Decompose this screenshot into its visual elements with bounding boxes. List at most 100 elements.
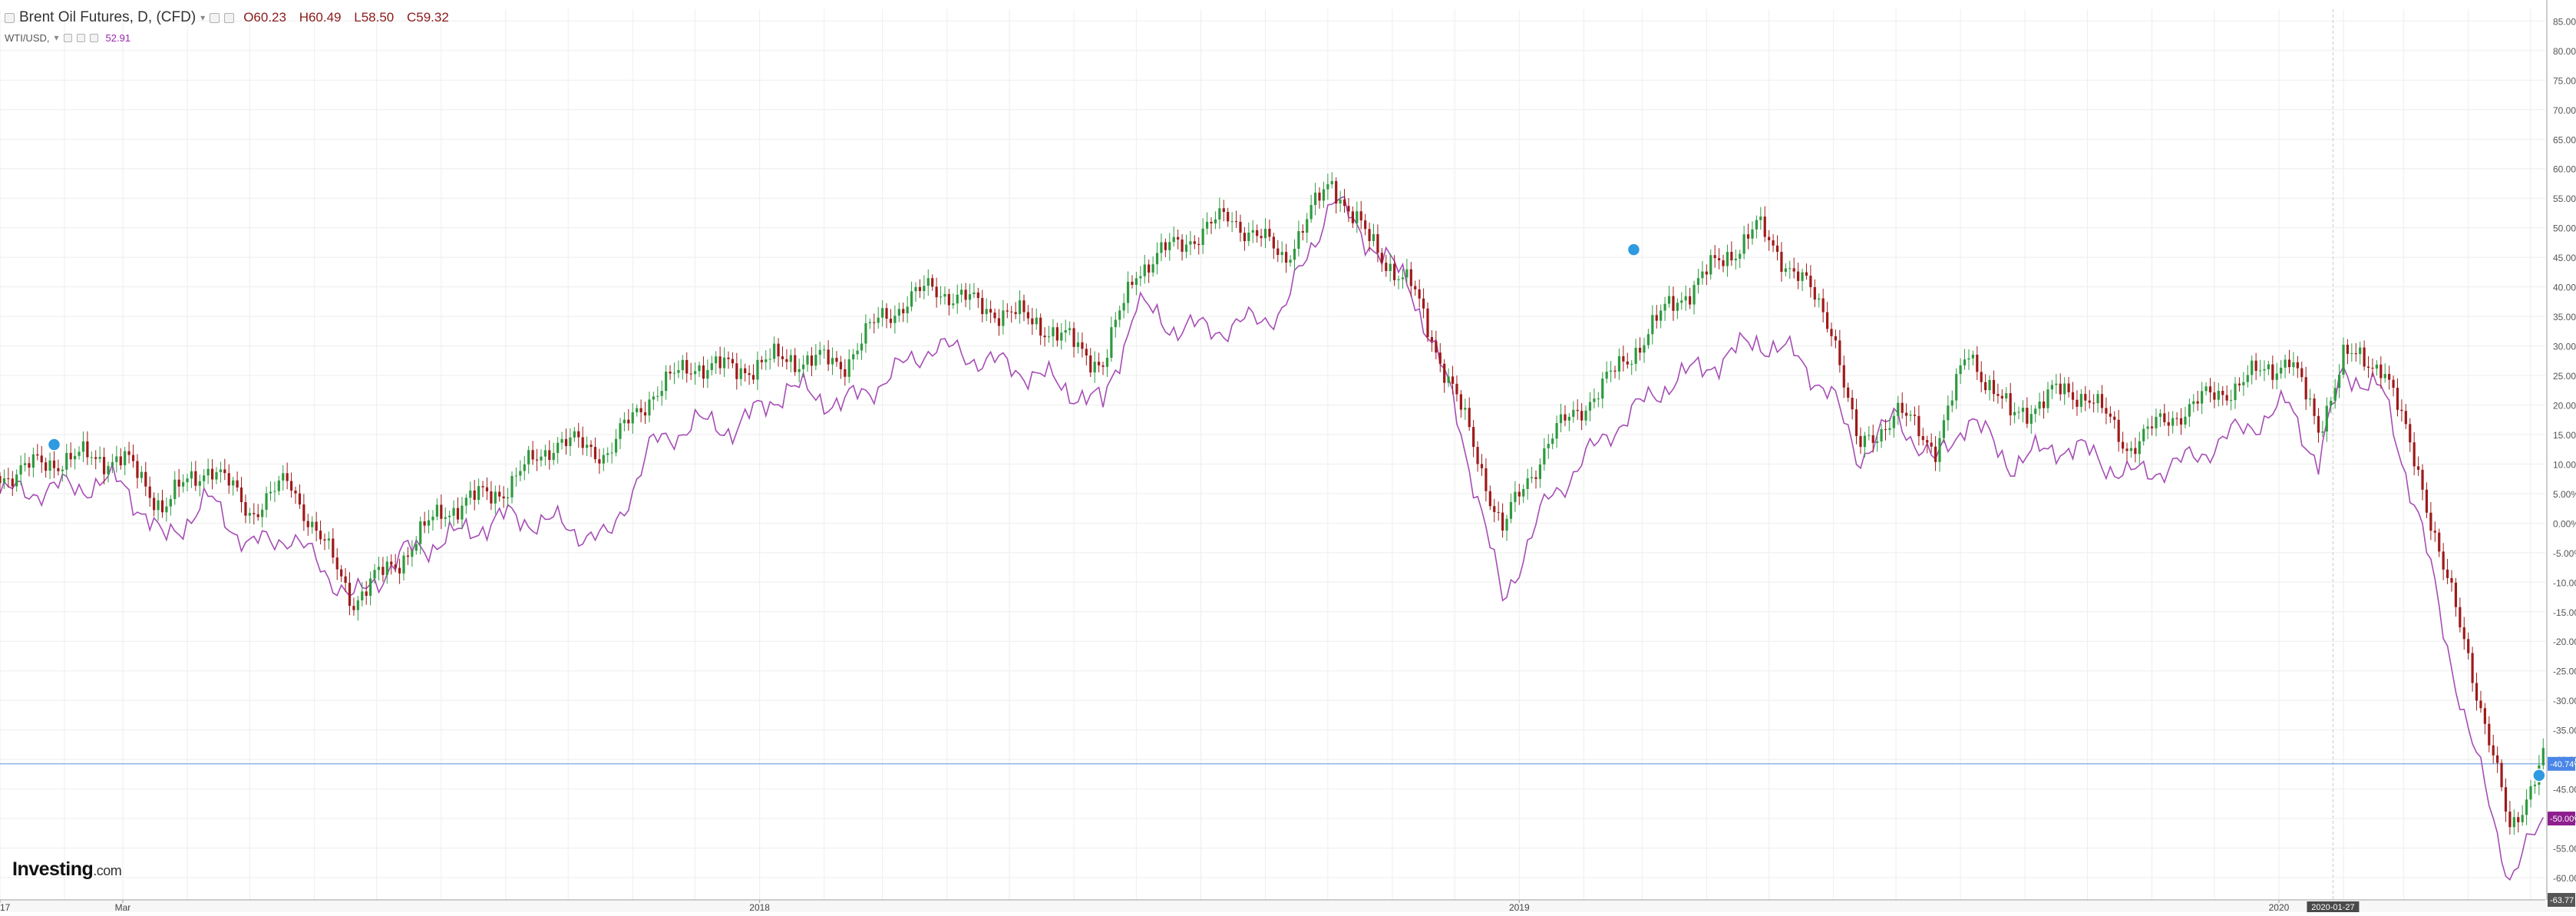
brent-candle <box>240 488 243 502</box>
dividend-marker-icon[interactable] <box>2533 769 2545 782</box>
brent-candle <box>132 455 134 461</box>
brent-candle <box>1589 402 1591 411</box>
brent-candle <box>1772 240 1774 246</box>
brent-candle <box>86 441 88 458</box>
close-icon[interactable] <box>90 34 98 42</box>
brent-candle <box>661 391 663 396</box>
brent-candle <box>261 510 263 518</box>
brent-candle <box>2039 402 2041 408</box>
dividend-marker-icon[interactable] <box>1627 243 1640 256</box>
brent-candle <box>2492 746 2495 756</box>
compare-symbol: WTI/USD, <box>5 32 50 44</box>
brent-candle <box>1206 222 1208 229</box>
brent-candle <box>1835 336 1837 341</box>
brent-candle <box>1672 296 1674 311</box>
brent-candle <box>1314 193 1316 205</box>
brent-candle <box>228 473 230 485</box>
brent-candle <box>560 439 563 443</box>
brent-candle <box>165 507 167 513</box>
brent-candle <box>773 344 775 359</box>
brent-candle <box>2001 396 2003 398</box>
brent-candle <box>2118 420 2120 442</box>
brent-candle <box>1714 255 1716 258</box>
brent-candle <box>2155 417 2157 428</box>
brent-candle <box>424 521 426 526</box>
brent-candle <box>2005 393 2007 398</box>
brent-candle <box>1027 312 1029 319</box>
brent-candle <box>1247 233 1250 241</box>
brand-name: Investing <box>12 858 93 880</box>
brent-candle <box>1943 420 1945 438</box>
brent-candle <box>57 468 59 471</box>
brent-candle <box>1031 319 1033 325</box>
collapse-legend-button[interactable] <box>5 13 15 23</box>
brent-candle <box>236 481 238 488</box>
brent-candle <box>2055 384 2057 385</box>
brent-candle <box>727 358 729 359</box>
eye-icon[interactable] <box>64 34 72 42</box>
brent-candle <box>41 455 43 462</box>
brent-candle <box>1901 403 1904 413</box>
brent-candle <box>603 455 605 464</box>
brent-candle <box>1647 334 1650 345</box>
chevron-down-icon[interactable]: ▾ <box>54 32 59 43</box>
brent-candle <box>2379 365 2382 379</box>
brent-candle <box>457 508 459 520</box>
brent-candle <box>2234 384 2236 400</box>
brent-candle <box>2434 531 2436 532</box>
brent-candle <box>1917 416 1920 436</box>
y-tick-label: 15.00% <box>2553 430 2576 441</box>
brent-candle <box>1168 242 1171 250</box>
brent-candle <box>931 278 933 286</box>
brent-candle <box>1938 438 1940 462</box>
brent-candle <box>3 478 5 483</box>
brent-candle <box>1443 364 1445 383</box>
close-icon[interactable] <box>224 13 234 23</box>
brent-candle <box>1231 221 1234 222</box>
brent-candle <box>744 369 746 373</box>
brent-candle <box>2384 374 2386 378</box>
brent-candle <box>1065 330 1067 332</box>
brent-candle <box>1356 211 1358 223</box>
brent-candle <box>2034 408 2036 414</box>
brent-candle <box>1455 384 1458 395</box>
brent-candle <box>1568 417 1570 421</box>
brent-candle <box>153 498 155 510</box>
brent-candle <box>1439 352 1442 364</box>
brent-candle <box>2130 448 2132 451</box>
brent-candle <box>1081 342 1083 349</box>
brent-candle <box>2426 490 2428 513</box>
brent-candle <box>2221 391 2224 395</box>
brent-candle <box>452 508 454 516</box>
brent-candle <box>1518 492 1521 497</box>
brent-candle <box>1335 181 1337 203</box>
settings-icon[interactable] <box>77 34 85 42</box>
brent-candle <box>1101 365 1104 367</box>
settings-icon[interactable] <box>210 13 220 23</box>
brent-candle <box>99 457 101 459</box>
brent-candle <box>469 491 471 498</box>
brent-candle <box>1610 371 1612 372</box>
brent-candle <box>315 522 318 531</box>
brent-candle <box>448 516 451 518</box>
brent-candle <box>553 453 555 460</box>
brent-candle <box>1060 332 1062 340</box>
chevron-down-icon[interactable]: ▾ <box>200 12 205 23</box>
dividend-marker-icon[interactable] <box>48 438 60 451</box>
brent-candle <box>923 286 925 291</box>
brent-candle <box>2080 394 2082 407</box>
x-highlight-label: 2020-01-27 <box>2311 903 2354 912</box>
brent-candle <box>652 397 655 400</box>
brent-candle <box>2467 639 2469 653</box>
brent-candle <box>294 491 296 494</box>
brent-candle <box>494 491 497 503</box>
brent-candle <box>1980 372 1983 382</box>
brent-candle <box>161 501 163 513</box>
brent-candle <box>814 355 817 365</box>
brent-candle <box>619 423 621 438</box>
brent-candle <box>640 408 642 412</box>
brent-candle <box>1722 260 1724 266</box>
brent-candle <box>1364 220 1366 229</box>
